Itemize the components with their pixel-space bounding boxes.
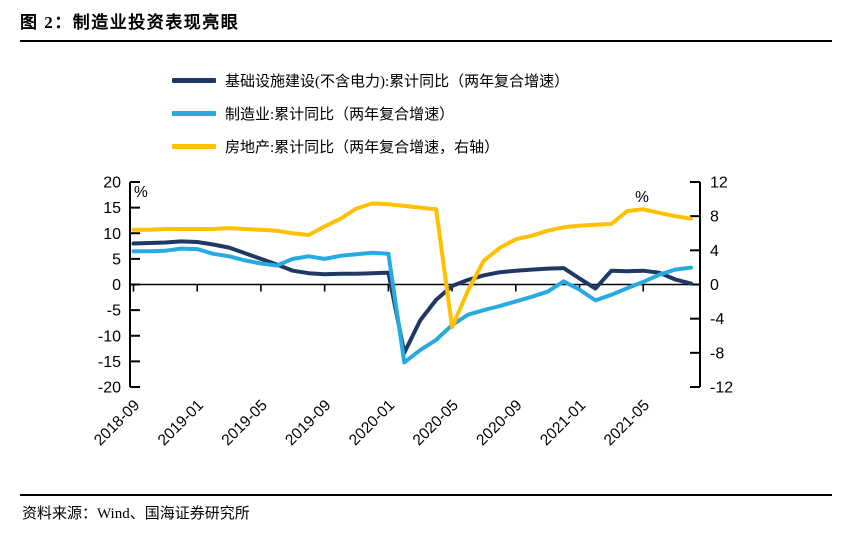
- svg-text:8: 8: [710, 209, 719, 226]
- x-axis-label: 2020-09: [473, 397, 525, 449]
- svg-text:-4: -4: [710, 311, 724, 328]
- x-axis-label: 2019-05: [219, 397, 271, 449]
- x-axis-label: 2020-01: [346, 397, 398, 449]
- y-axis-left: 20 15 10 5 0 -5 -10 -15 -20%: [98, 175, 148, 397]
- svg-text:0: 0: [112, 277, 121, 294]
- footer-divider: [20, 494, 832, 496]
- series-manufacturing: [131, 246, 693, 365]
- svg-text:%: %: [635, 189, 649, 206]
- series-manufacturing-swatch: [172, 111, 216, 116]
- x-axis-label: 2021-01: [537, 397, 589, 449]
- x-axis-label: 2020-05: [410, 397, 462, 449]
- svg-text:5: 5: [112, 251, 121, 268]
- source-note: 资料来源：Wind、国海证券研究所: [22, 506, 250, 522]
- figure-title: 图 2：制造业投资表现亮眼: [20, 13, 240, 32]
- chart-legend: 基础设施建设(不含电力):累计同比（两年复合增速） 制造业:累计同比（两年复合增速…: [172, 70, 569, 157]
- svg-text:-10: -10: [98, 328, 121, 345]
- series-real-estate: [131, 201, 693, 330]
- svg-text:-8: -8: [710, 345, 724, 362]
- series-lines: [131, 201, 693, 365]
- x-axis-label: 2019-09: [282, 397, 334, 449]
- svg-text:-20: -20: [98, 380, 121, 397]
- svg-text:20: 20: [103, 175, 121, 192]
- svg-text:10: 10: [103, 226, 121, 243]
- svg-text:15: 15: [103, 200, 121, 217]
- svg-text:-12: -12: [710, 380, 733, 397]
- x-axis-label: 2019-01: [155, 397, 207, 449]
- series-infrastructure-swatch: [172, 78, 216, 83]
- legend-label: 基础设施建设(不含电力):累计同比（两年复合增速）: [225, 74, 570, 90]
- legend-item: 基础设施建设(不含电力):累计同比（两年复合增速）: [172, 70, 569, 91]
- title-divider: [20, 40, 832, 42]
- svg-text:%: %: [134, 184, 148, 201]
- legend-label: 房地产:累计同比（两年复合增速，右轴）: [225, 140, 500, 156]
- svg-text:-5: -5: [107, 303, 121, 320]
- svg-text:12: 12: [710, 175, 728, 192]
- y-axis-right: 12 8 4 0 -4 -8 -12%: [635, 175, 733, 397]
- legend-item: 制造业:累计同比（两年复合增速）: [172, 103, 569, 124]
- x-axis-label: 2021-05: [601, 397, 653, 449]
- svg-text:4: 4: [710, 243, 719, 260]
- legend-label: 制造业:累计同比（两年复合增速）: [225, 107, 455, 123]
- svg-text:-15: -15: [98, 354, 121, 371]
- x-axis-label: 2018-09: [91, 397, 143, 449]
- svg-text:0: 0: [710, 277, 719, 294]
- legend-item: 房地产:累计同比（两年复合增速，右轴）: [172, 136, 569, 157]
- series-real-estate-swatch: [172, 144, 216, 149]
- series-infrastructure: [131, 239, 693, 355]
